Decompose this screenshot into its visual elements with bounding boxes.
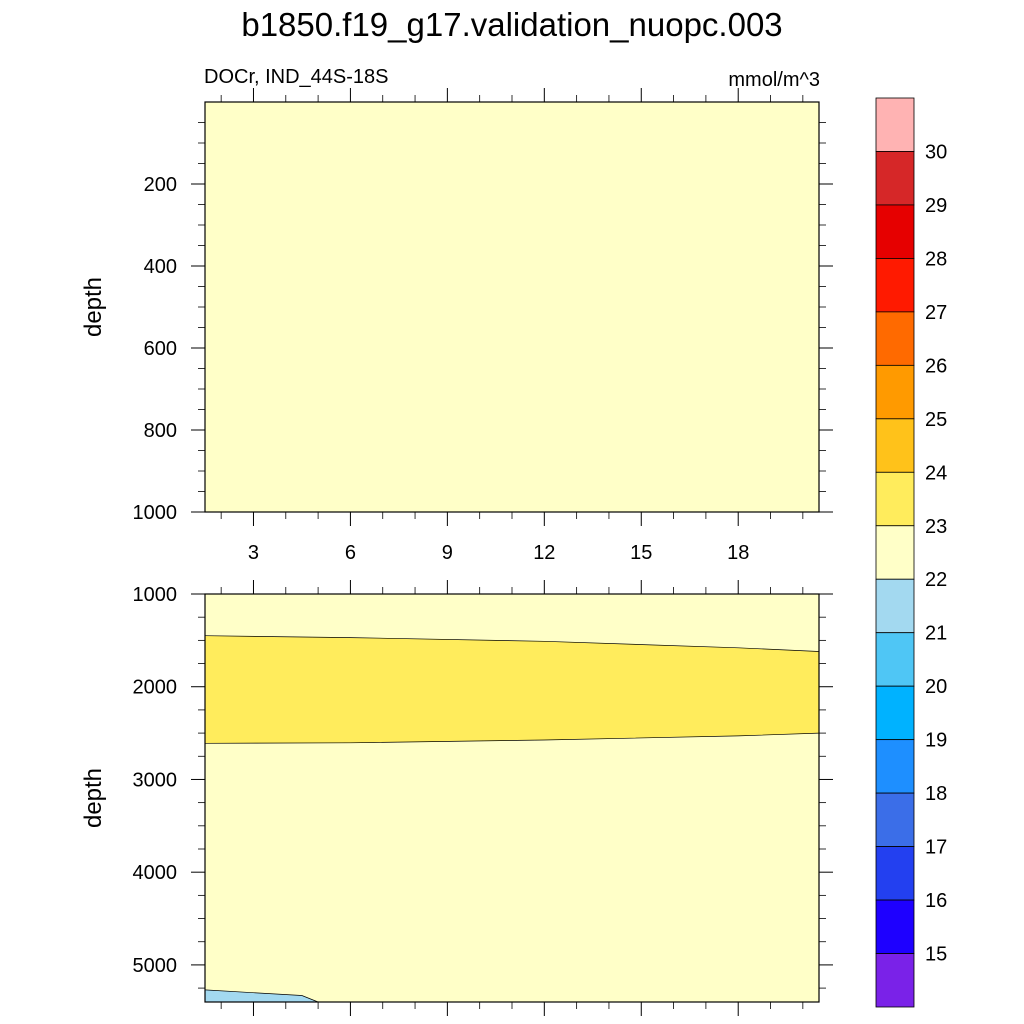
xtick-label: 6	[345, 542, 356, 564]
upper-ytick-label: 600	[144, 338, 177, 360]
colorbar-box	[875, 204, 915, 259]
colorbar-label: 21	[925, 623, 947, 645]
xtick-label: 3	[248, 542, 259, 564]
colorbar-box	[875, 953, 915, 1008]
lower-ytick-label: 3000	[133, 769, 178, 791]
upper-background-fill	[205, 102, 819, 512]
upper-ylabel: depth	[80, 277, 107, 337]
lower-contour-line-23-24-1	[204, 732, 820, 744]
colorbar-label: 27	[925, 302, 947, 324]
colorbar-box	[875, 471, 915, 527]
colorbar: 15 16 17 18 19 20 21 22 23 24 25 26 27 28 29 30	[875, 97, 947, 1008]
colorbar-box	[875, 578, 915, 634]
upper-ytick-label: 400	[144, 256, 177, 278]
colorbar-label: 19	[925, 730, 947, 752]
chart-title: b1850.f19_g17.validation_nuopc.003	[241, 6, 782, 43]
colorbar-box	[875, 739, 915, 794]
colorbar-box	[875, 364, 915, 420]
lower-contour-line-23-24-0	[204, 635, 820, 652]
colorbar-label: 18	[925, 783, 947, 805]
colorbar-box	[875, 311, 915, 366]
colorbar-label: 28	[925, 248, 947, 270]
colorbar-box	[875, 899, 915, 954]
lower-panel: 1000 2000 3000 4000 5000 depth	[80, 580, 833, 1016]
xtick-label: 18	[727, 542, 749, 564]
colorbar-box	[875, 685, 915, 741]
colorbar-box	[875, 792, 915, 847]
colorbar-label: 29	[925, 195, 947, 217]
lower-ytick-label: 5000	[133, 955, 178, 977]
xtick-label: 12	[533, 542, 555, 564]
colorbar-label: 22	[925, 569, 947, 591]
upper-panel: 200 400 600 800 1000 depth 3 6 9 12 15 18	[80, 88, 833, 564]
lower-ytick-label: 1000	[133, 584, 178, 606]
lower-region-23-24	[205, 635, 819, 744]
lower-ytick-label: 2000	[133, 677, 178, 699]
colorbar-label: 17	[925, 837, 947, 859]
chart-units: mmol/m^3	[728, 69, 820, 91]
colorbar-label: 26	[925, 355, 947, 377]
colorbar-box	[875, 151, 915, 206]
colorbar-box	[875, 632, 915, 687]
colorbar-label: 16	[925, 890, 947, 912]
xtick-label: 9	[442, 542, 453, 564]
lower-contour-line-21-22-0	[204, 989, 319, 1003]
colorbar-label: 30	[925, 141, 947, 163]
upper-ytick-label: 1000	[133, 502, 178, 524]
chart-subtitle-left: DOCr, IND_44S-18S	[204, 66, 389, 88]
colorbar-box	[875, 97, 915, 152]
colorbar-box	[875, 418, 915, 473]
lower-ylabel: depth	[80, 768, 107, 828]
colorbar-label: 20	[925, 676, 947, 698]
colorbar-label: 23	[925, 516, 947, 538]
colorbar-box	[875, 258, 915, 313]
upper-ytick-label: 800	[144, 420, 177, 442]
colorbar-box	[875, 525, 915, 580]
colorbar-label: 24	[925, 462, 947, 484]
colorbar-label: 15	[925, 944, 947, 966]
upper-ytick-label: 200	[144, 174, 177, 196]
colorbar-box	[875, 846, 915, 901]
lower-region-21-22	[205, 989, 319, 1002]
xtick-label: 15	[630, 542, 652, 564]
lower-ytick-label: 4000	[133, 862, 178, 884]
colorbar-label: 25	[925, 409, 947, 431]
